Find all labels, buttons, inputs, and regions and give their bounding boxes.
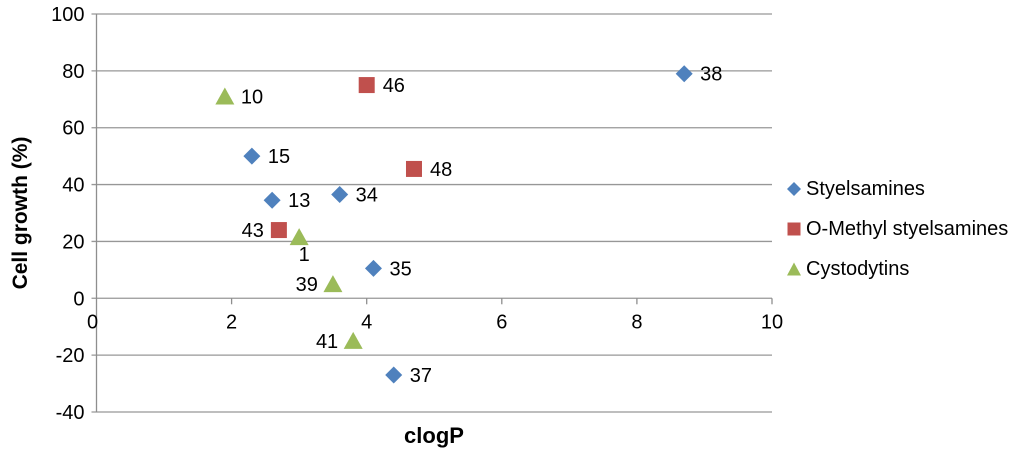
x-axis-title: clogP: [404, 423, 464, 448]
diamond-icon: [787, 182, 801, 196]
point-label-1: 1: [299, 244, 310, 266]
point-41: [343, 331, 363, 349]
x-tick-label-4: 4: [361, 311, 372, 333]
point-label-15: 15: [268, 146, 290, 168]
legend-item-styelsamines: Styelsamines: [786, 176, 1008, 202]
point-label-39: 39: [296, 274, 318, 296]
point-label-10: 10: [241, 86, 263, 108]
point-1: [289, 228, 309, 246]
y-tick-label-80: 80: [62, 61, 84, 83]
point-label-35: 35: [389, 258, 411, 280]
point-label-46: 46: [383, 75, 405, 97]
x-tick-label-8: 8: [631, 311, 642, 333]
point-10: [215, 87, 235, 105]
y-tick-label-60: 60: [62, 118, 84, 140]
point-label-48: 48: [430, 159, 452, 181]
triangle-icon: [787, 262, 801, 276]
y-tick-label-100: 100: [51, 4, 84, 26]
x-tick-label-2: 2: [226, 311, 237, 333]
legend-label-o-methyl-styelsamines: O-Methyl styelsamines: [806, 217, 1009, 240]
y-tick-label--40: -40: [56, 402, 85, 424]
x-tick-label-6: 6: [496, 311, 507, 333]
point-34: [331, 186, 349, 204]
point-39: [323, 275, 343, 293]
point-label-41: 41: [316, 331, 338, 353]
y-tick-label-20: 20: [62, 231, 84, 253]
square-icon: [787, 222, 801, 236]
point-label-43: 43: [242, 220, 264, 242]
legend-label-cystodytins: Cystodytins: [806, 257, 910, 280]
point-38: [675, 65, 693, 83]
y-tick-label-0: 0: [73, 288, 84, 310]
legend-label-styelsamines: Styelsamines: [806, 177, 925, 200]
point-label-38: 38: [700, 64, 722, 86]
point-46: [358, 77, 375, 94]
y-axis-title: Cell growth (%): [9, 136, 32, 290]
point-13: [263, 191, 281, 209]
y-tick-label--20: -20: [56, 345, 85, 367]
point-48: [405, 160, 422, 177]
point-37: [385, 366, 403, 384]
x-tick-label-10: 10: [761, 311, 783, 333]
point-label-34: 34: [356, 185, 378, 207]
point-43: [270, 222, 287, 239]
point-label-13: 13: [288, 190, 310, 212]
x-tick-label-0: 0: [87, 311, 98, 333]
point-15: [243, 147, 261, 165]
legend-item-o-methyl-styelsamines: O-Methyl styelsamines: [786, 216, 1008, 242]
legend: Styelsamines O-Methyl styelsamines Cysto…: [786, 176, 1008, 296]
legend-item-cystodytins: Cystodytins: [786, 256, 1008, 282]
y-tick-label-40: 40: [62, 175, 84, 197]
point-label-37: 37: [410, 365, 432, 387]
point-35: [364, 259, 382, 277]
